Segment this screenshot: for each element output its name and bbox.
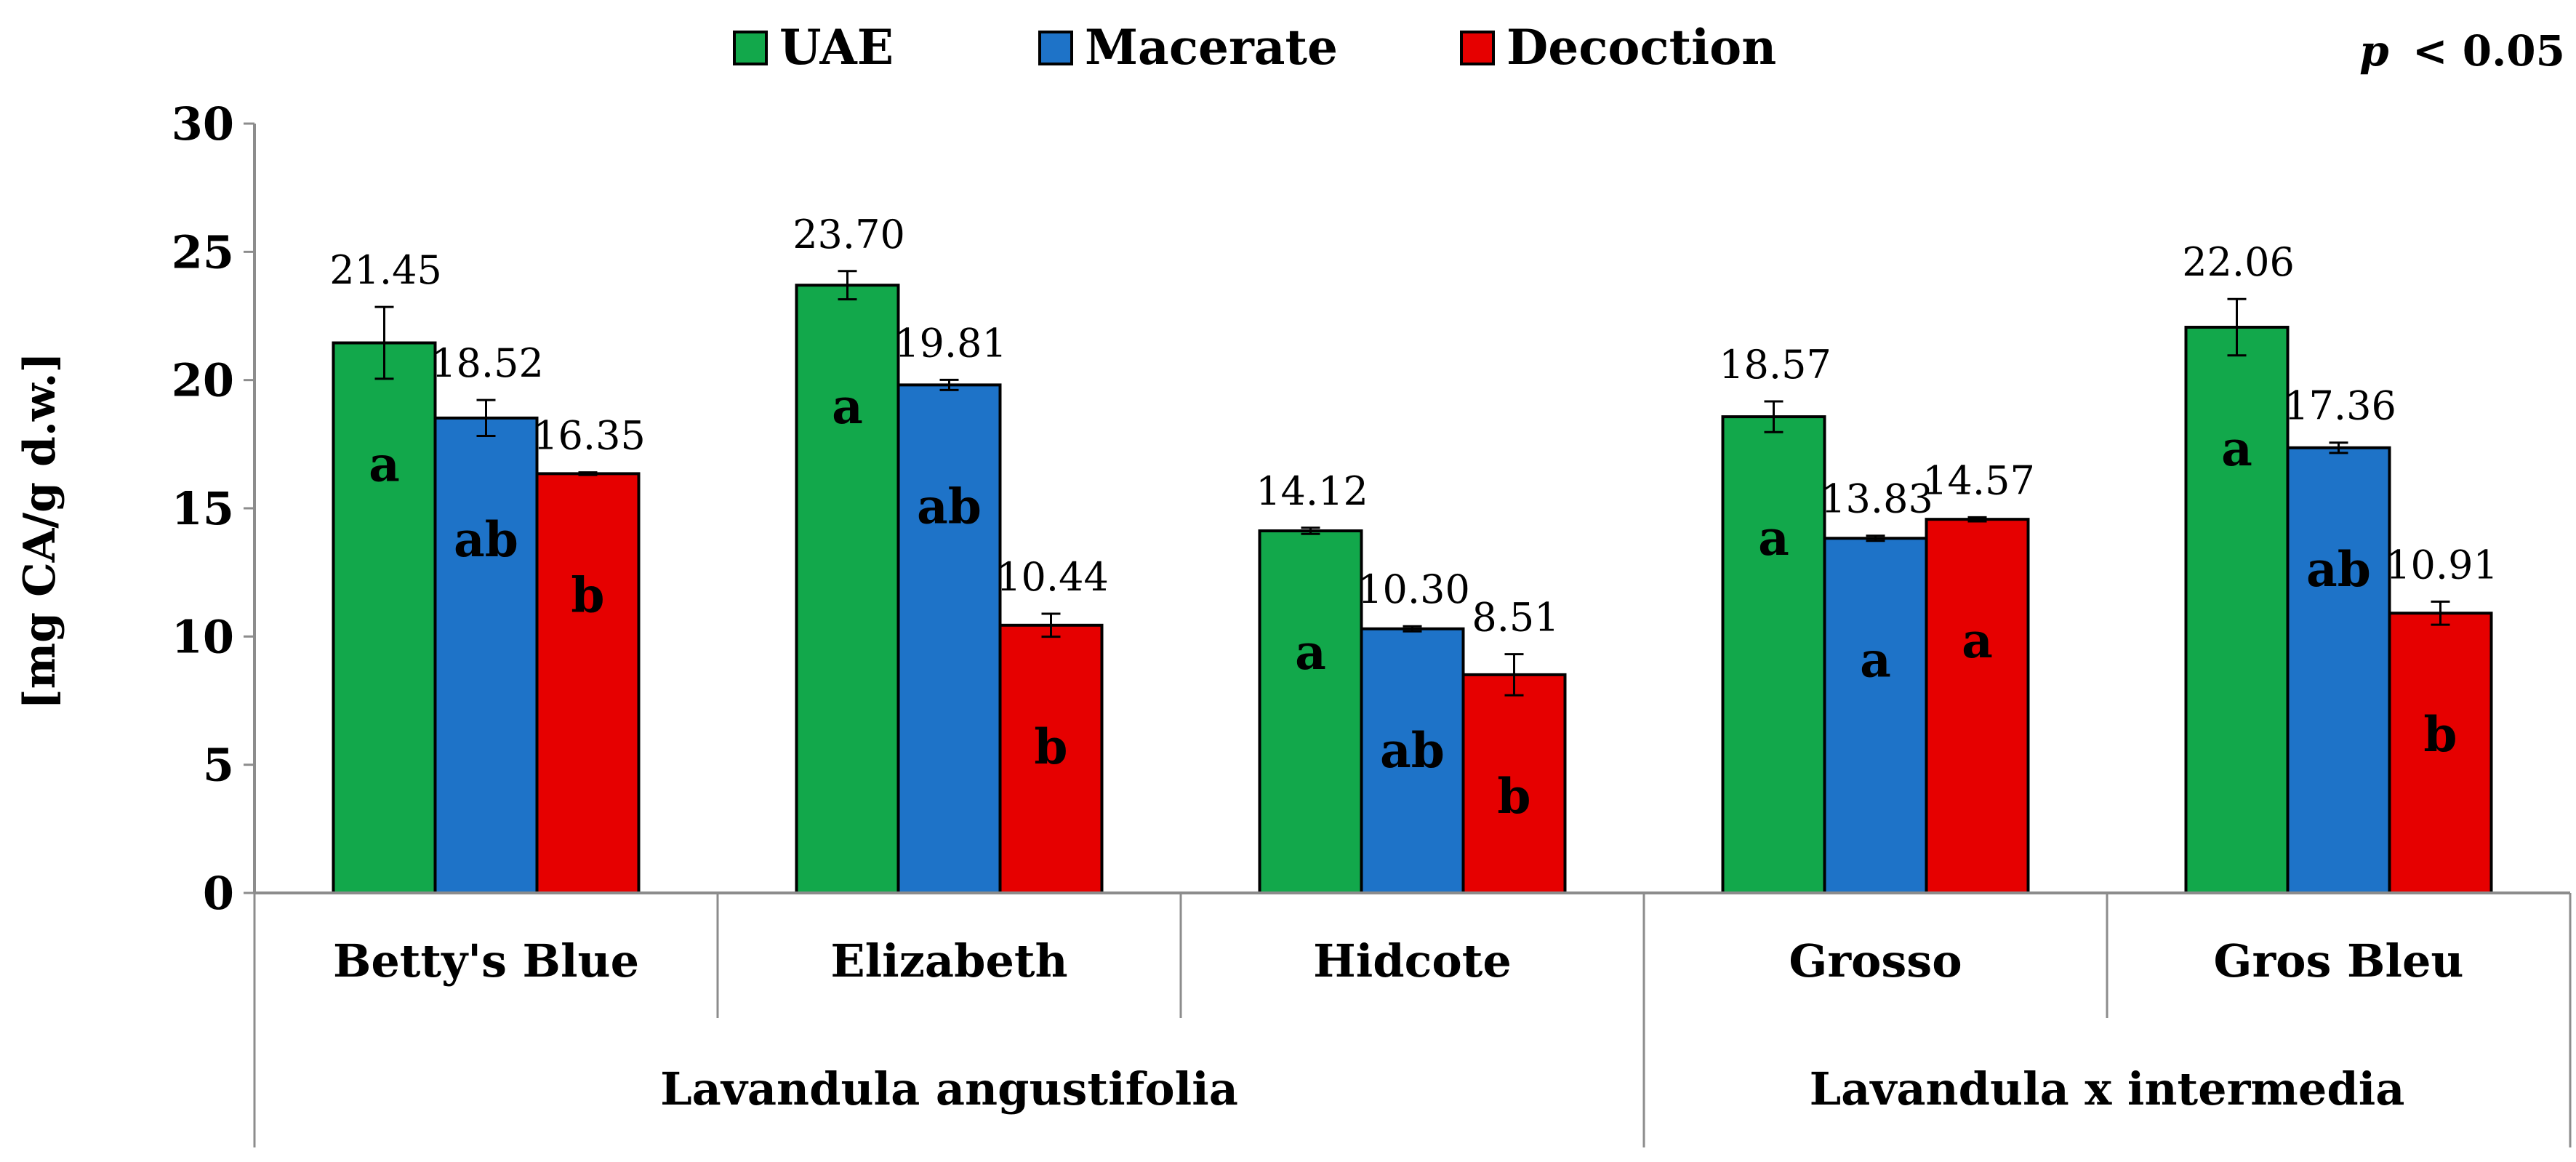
bar	[795, 284, 900, 894]
legend-label: UAE	[779, 19, 894, 76]
category-label: Gros Bleu	[2214, 934, 2464, 987]
significance-letter: a	[369, 436, 400, 493]
bar	[1925, 518, 2030, 894]
legend-swatch	[1038, 31, 1073, 65]
legend-label: Decoction	[1506, 19, 1776, 76]
bar	[2388, 612, 2493, 894]
x-axis: Betty's Blue Elizabeth Hidcote Grosso Gros B…	[253, 891, 2572, 1147]
significance-letter: ab	[454, 511, 518, 568]
significance-letter: b	[2423, 706, 2457, 763]
group-label: Lavandula angustifolia	[660, 1062, 1238, 1115]
category-label: Grosso	[1789, 934, 1962, 987]
legend-swatch	[733, 31, 768, 65]
value-label: 14.57	[1922, 457, 2035, 503]
category-label: Elizabeth	[830, 934, 1067, 987]
y-tick-label: 10	[172, 610, 234, 663]
y-tick-label: 0	[203, 867, 234, 920]
value-label: 18.57	[1719, 342, 1831, 388]
value-label: 16.35	[533, 413, 646, 459]
value-label: 8.51	[1472, 595, 1559, 641]
y-tick-label: 5	[203, 739, 234, 792]
value-label: 22.06	[2182, 239, 2295, 285]
significance-letter: b	[1497, 768, 1530, 825]
group-label: Lavandula x intermedia	[1810, 1062, 2405, 1115]
y-tick-label: 20	[172, 354, 234, 407]
value-label: 19.81	[894, 320, 1007, 366]
y-tick-label: 15	[172, 482, 234, 535]
significance-letter: a	[832, 378, 863, 435]
value-label: 21.45	[329, 247, 442, 293]
bar	[332, 341, 437, 894]
significance-letter: a	[1758, 510, 1789, 566]
significance-letter: a	[1860, 631, 1891, 688]
value-label: 23.70	[793, 212, 905, 257]
value-label: 17.36	[2284, 383, 2396, 429]
bar	[1823, 537, 1928, 895]
legend: UAE Macerate Decoction	[733, 19, 1776, 76]
bar	[1258, 529, 1363, 894]
legend-label: Macerate	[1085, 19, 1338, 76]
bar	[1360, 627, 1465, 895]
bar	[433, 416, 539, 894]
category-label: Hidcote	[1313, 934, 1512, 987]
significance-letter: a	[1295, 624, 1326, 681]
bar	[535, 472, 641, 894]
y-axis-label: [mg CA/g d.w.]	[15, 352, 65, 710]
y-tick-label: 30	[172, 97, 234, 151]
significance-letter: ab	[2306, 541, 2371, 598]
significance-letter: ab	[1380, 722, 1445, 779]
value-label: 10.91	[2386, 542, 2498, 588]
value-label: 18.52	[431, 340, 544, 386]
significance-letter: ab	[917, 478, 982, 534]
value-label: 10.30	[1357, 566, 1470, 612]
bars: 21.45a18.52ab16.35b23.70a19.81ab10.44b14…	[329, 212, 2498, 895]
value-label: 10.44	[996, 554, 1109, 600]
value-label: 13.83	[1821, 476, 1933, 522]
legend-swatch	[1460, 31, 1495, 65]
bar	[2286, 446, 2391, 894]
bar	[896, 383, 1002, 894]
category-label: Betty's Blue	[333, 934, 639, 987]
value-label: 14.12	[1256, 468, 1368, 514]
significance-annotation-value: < 0.05	[2412, 26, 2565, 76]
significance-letter: b	[571, 566, 604, 623]
bar	[2184, 326, 2290, 894]
significance-letter: a	[2221, 420, 2252, 477]
y-axis: 0 5 10 15 20 25 30	[172, 97, 256, 920]
y-tick-label: 25	[172, 225, 234, 279]
significance-annotation: p < 0.05	[2359, 26, 2565, 76]
significance-letter: a	[1962, 612, 1993, 669]
significance-annotation-p: p	[2359, 26, 2389, 76]
bar	[998, 623, 1104, 894]
significance-letter: b	[1034, 718, 1067, 775]
bar	[1721, 415, 1826, 894]
